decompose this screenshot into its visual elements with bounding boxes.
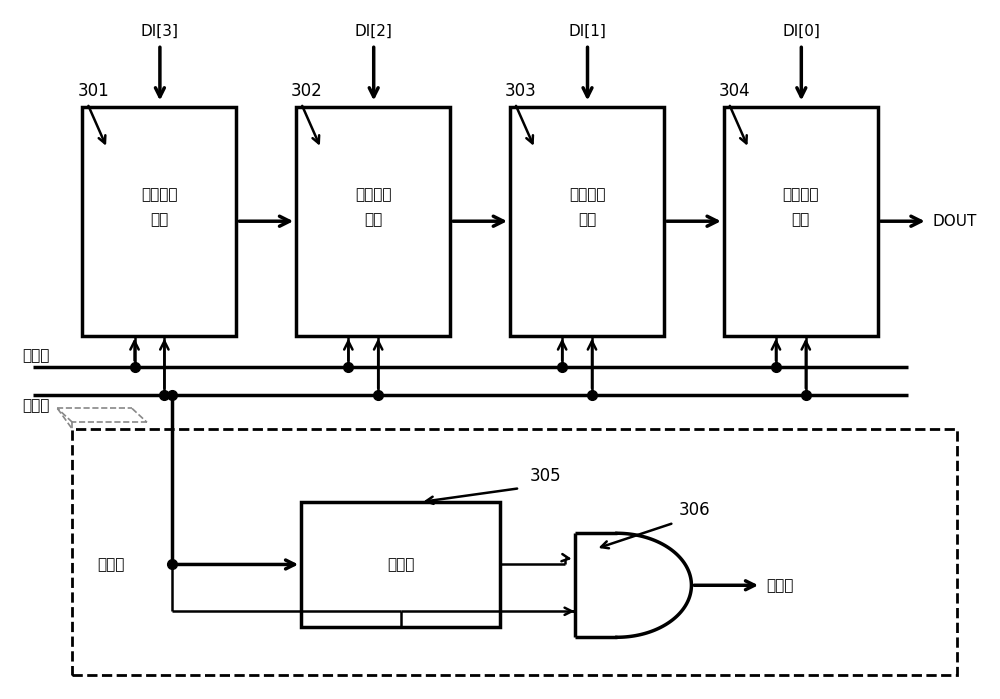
Text: 并串转换
单元: 并串转换 单元 (783, 187, 819, 227)
Text: 分频器: 分频器 (387, 557, 414, 572)
Bar (296, 107, 450, 336)
Text: DI[0]: DI[0] (782, 24, 820, 38)
Text: 304: 304 (719, 82, 750, 100)
Text: DOUT: DOUT (933, 214, 977, 229)
Bar (724, 107, 878, 336)
Bar (82, 107, 236, 336)
Bar (72, 429, 957, 675)
Text: 写时钟: 写时钟 (766, 578, 793, 593)
Text: 303: 303 (505, 82, 537, 100)
Text: 写时钟: 写时钟 (23, 348, 50, 363)
Text: 读时钟: 读时钟 (23, 398, 50, 413)
Text: DI[2]: DI[2] (355, 24, 393, 38)
Text: 并串转换
单元: 并串转换 单元 (355, 187, 391, 227)
Text: 305: 305 (530, 467, 561, 484)
Text: 并串转换
单元: 并串转换 单元 (569, 187, 605, 227)
Text: 306: 306 (679, 501, 711, 519)
Text: 302: 302 (291, 82, 323, 100)
Text: 301: 301 (77, 82, 109, 100)
Text: 并串转换
单元: 并串转换 单元 (141, 187, 178, 227)
Bar (301, 502, 500, 627)
Text: DI[3]: DI[3] (141, 24, 179, 38)
Bar (510, 107, 664, 336)
Text: DI[1]: DI[1] (569, 24, 606, 38)
Text: 读时钟: 读时钟 (97, 557, 125, 572)
